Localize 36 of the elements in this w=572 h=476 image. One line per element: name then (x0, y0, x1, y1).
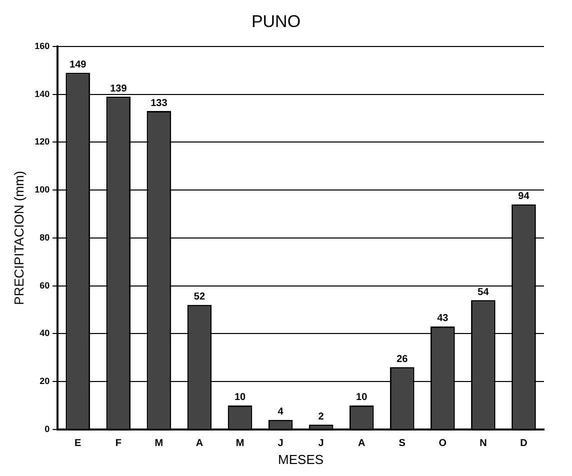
data-label: 139 (110, 83, 128, 94)
x-tick-label: F (115, 438, 122, 450)
chart-title: PUNO (251, 12, 301, 31)
y-tick-label: 20 (40, 376, 50, 386)
x-tick-label: E (74, 438, 82, 450)
x-axis-title: MESES (278, 452, 324, 467)
y-axis-title: PRECIPITACION (mm) (11, 170, 26, 305)
data-label: 4 (278, 406, 284, 418)
x-tick-label: A (358, 438, 366, 450)
data-label: 133 (150, 98, 168, 109)
data-label: 149 (70, 59, 87, 70)
data-label: 10 (356, 392, 368, 404)
y-tick-label: 80 (40, 232, 50, 242)
x-tick-label: M (154, 438, 164, 450)
data-label: 26 (396, 354, 408, 365)
data-label: 94 (518, 191, 530, 202)
data-label: 2 (318, 411, 324, 422)
y-tick-label: 40 (40, 328, 50, 338)
y-tick-label: 100 (34, 184, 50, 195)
x-tick-label: J (278, 438, 284, 450)
y-tick-label: 60 (40, 280, 50, 290)
x-tick-label: O (438, 438, 447, 450)
y-tick-label: 120 (34, 136, 50, 147)
x-tick-label: D (520, 438, 528, 450)
y-tick-label: 140 (34, 88, 50, 99)
data-label: 52 (194, 292, 206, 303)
x-tick-label: N (480, 438, 487, 450)
data-label: 54 (478, 286, 490, 298)
y-tick-label: 0 (44, 424, 50, 434)
data-label: 10 (234, 392, 246, 404)
x-tick-label: A (196, 438, 204, 450)
data-label: 43 (437, 313, 449, 324)
x-tick-label: S (398, 438, 406, 450)
y-tick-label: 160 (34, 40, 50, 51)
x-tick-label: J (318, 438, 324, 450)
x-tick-label: M (236, 438, 244, 450)
